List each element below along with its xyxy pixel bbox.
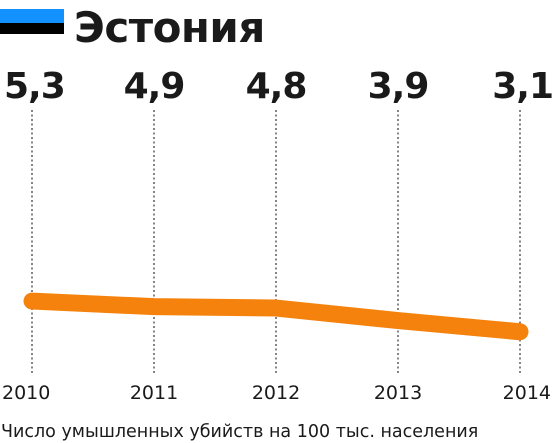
flag-stripe-blue	[0, 9, 64, 23]
value-labels: 5,3 4,9 4,8 3,9 3,1	[4, 66, 554, 107]
chart-title: Эстония	[74, 3, 265, 52]
year-guides	[31, 110, 521, 373]
value-label-2014: 3,1	[492, 66, 553, 107]
year-label-2012: 2012	[252, 382, 300, 404]
value-label-2013: 3,9	[368, 66, 429, 107]
value-label-2010: 5,3	[4, 66, 65, 107]
chart-caption: Число умышленных убийств на 100 тыс. нас…	[1, 422, 478, 442]
value-label-2011: 4,9	[124, 66, 185, 107]
series-group	[23, 292, 529, 341]
year-label-2014: 2014	[503, 382, 551, 404]
value-label-2012: 4,8	[246, 66, 307, 107]
year-label-2013: 2013	[374, 382, 422, 404]
estonia-flag-icon	[0, 9, 64, 34]
year-label-2010: 2010	[2, 382, 50, 404]
flag-stripe-black	[0, 23, 64, 34]
year-label-2011: 2011	[130, 382, 178, 404]
year-labels: 2010 2011 2012 2013 2014	[2, 382, 551, 404]
